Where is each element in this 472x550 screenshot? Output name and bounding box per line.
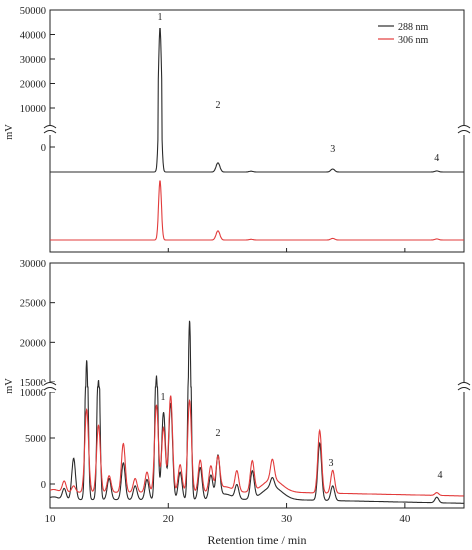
bottom-peak-label-1: 1 — [161, 392, 166, 403]
bottom-xtick-30-label: 30 — [281, 513, 293, 525]
top-plot-frame — [49, 9, 465, 253]
bottom-ytick-0-label: 0 — [41, 480, 46, 491]
bottom-xtick-20-label: 20 — [163, 513, 175, 525]
top-axis-break-upper-right — [457, 125, 471, 129]
x-axis-title: Retention time / min — [208, 533, 307, 547]
top-axis-break-upper-left — [43, 125, 57, 129]
top-series-288-nm — [50, 28, 464, 173]
bottom-chart-panel: 15000 20000 25000 30000 0 5000 10000 mV 10 20 30 40… — [4, 259, 471, 547]
bottom-ytick-10000-label: 10000 — [20, 388, 46, 399]
bottom-ytick-30000-label: 30000 — [20, 259, 46, 270]
bottom-ytick-15000-label: 15000 — [20, 378, 46, 389]
top-series-306-nm — [50, 180, 464, 241]
top-ytick-0-label: 0 — [41, 143, 46, 154]
bottom-series-288-nm — [49, 320, 464, 504]
bottom-ytick-20000-label: 20000 — [20, 338, 46, 349]
top-ytick-20000-label: 20000 — [20, 80, 46, 91]
bottom-series-306-nm — [49, 395, 464, 497]
bottom-axis-break-upper-left — [43, 382, 57, 386]
bottom-axis-break-lower-left — [43, 387, 57, 391]
top-ytick-50000-label: 50000 — [20, 6, 46, 17]
bottom-peak-label-4: 4 — [438, 470, 443, 481]
top-peak-label-2: 2 — [215, 100, 220, 111]
top-ytick-40000-label: 40000 — [20, 31, 46, 42]
bottom-peak-label-3: 3 — [329, 458, 334, 469]
bottom-peak-label-2: 2 — [216, 428, 221, 439]
top-axis-break-lower-right — [457, 130, 471, 134]
legend-label-1: 306 nm — [398, 35, 429, 46]
top-axis-break-lower-left — [43, 130, 57, 134]
bottom-ytick-5000-label: 5000 — [25, 434, 46, 445]
bottom-y-unit-label: mV — [4, 378, 15, 394]
top-y-unit-label: mV — [4, 124, 15, 140]
bottom-xtick-40-label: 40 — [399, 513, 411, 525]
top-peak-label-4: 4 — [434, 153, 439, 164]
top-chart-panel: 10000 20000 30000 40000 50000 0 mV 1 2 3 4 288 nm 30… — [4, 6, 471, 253]
bottom-axis-break-upper-right — [457, 382, 471, 386]
top-peak-label-1: 1 — [158, 12, 163, 23]
bottom-axis-break-lower-right — [457, 387, 471, 391]
top-ytick-30000-label: 30000 — [20, 55, 46, 66]
bottom-xtick-10-label: 10 — [45, 513, 57, 525]
bottom-plot-frame — [49, 262, 465, 509]
top-peak-label-3: 3 — [330, 144, 335, 155]
top-ytick-10000-label: 10000 — [20, 104, 46, 115]
legend-label-0: 288 nm — [398, 22, 429, 33]
bottom-ytick-25000-label: 25000 — [20, 299, 46, 310]
